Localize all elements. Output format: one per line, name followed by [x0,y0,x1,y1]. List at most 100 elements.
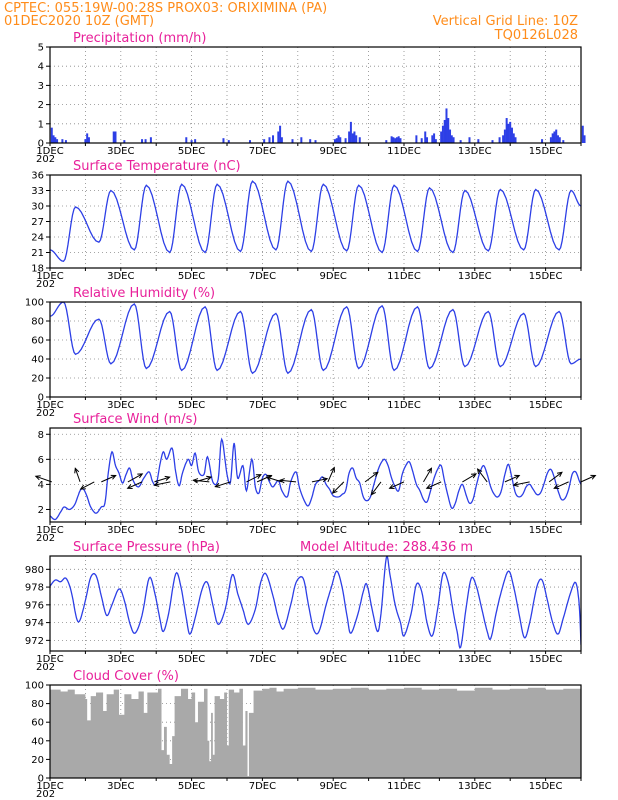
precipitation-panel: Precipitation (mm/h) 0 1 2 3 4 5 1DEC 3DEC 5DEC 7D… [36,31,586,165]
precipitation-bar [309,139,312,143]
humidity-xtick-label: 1DEC [36,400,63,411]
humidity-xtick-label: 3DEC [107,400,134,411]
wind-arrow-head [164,475,171,481]
cloud-cover-frame [49,684,582,779]
wind-arrow-head [470,473,478,479]
temperature-xtick-label: 9DEC [320,271,347,282]
precipitation-bar [56,139,59,143]
wind-arrow [154,476,170,483]
precipitation-bar [277,131,280,143]
cloud-cover-ytick-label: 40 [31,736,44,747]
temperature-xtick-label: 11DEC [387,271,421,282]
wind-arrow-head [214,482,221,488]
precipitation-bar [441,125,444,143]
wind-arrow-head [322,477,329,483]
wind-arrow-head [590,474,597,480]
wind-arrow-head [331,488,338,494]
precipitation-bar [452,137,455,143]
precipitation-xtick-label: 1DEC [36,146,63,157]
wind-arrow-head [79,484,86,490]
precipitation-bar [459,140,462,143]
header-grid-line: Vertical Grid Line: 10Z [433,14,578,29]
wind-arrow-head [110,474,117,480]
precipitation-bar [123,140,126,143]
temperature-ytick-label: 27 [31,217,44,228]
precipitation-bar [249,140,252,143]
precipitation-bar [426,137,429,143]
humidity-xtick-label: 13DEC [458,400,492,411]
wind-ytick-label: 6 [38,455,44,466]
wind-arrow [193,479,210,483]
temperature-title: Surface Temperature (nC) [73,159,241,174]
wind-arrow-head [74,467,80,474]
precipitation-bar [86,133,89,143]
precipitation-bar [114,131,117,143]
humidity-xtick-label: 11DEC [387,400,421,411]
precipitation-bar [581,125,584,143]
wind-arrow [364,471,379,483]
wind-arrow-head [192,478,199,484]
wind-xtick-label: 9DEC [320,525,347,536]
cloud-cover-ytick-label: 0 [38,774,44,785]
pressure-year-stub: 202 [36,662,55,673]
precipitation-bar [433,133,436,143]
precipitation-bar [337,135,340,143]
temperature-xtick-label: 7DEC [249,271,276,282]
pressure-line [50,556,581,649]
wind-arrow-head [553,484,560,489]
precipitation-xtick-label: 15DEC [529,146,563,157]
precipitation-bar [141,139,144,143]
precipitation-bar [339,137,342,143]
wind-arrow [279,479,297,483]
precipitation-ytick-label: 4 [38,62,44,73]
precipitation-bar [333,139,336,143]
precipitation-bar [355,135,358,143]
wind-arrow-head [476,468,483,475]
cloud-cover-xtick-label: 5DEC [178,781,205,792]
precipitation-bar [263,139,266,143]
wind-arrow [504,475,520,483]
wind-xtick-label: 13DEC [458,525,492,536]
precipitation-bar [144,139,147,143]
precipitation-bar [394,138,397,143]
precipitation-xtick-label: 9DEC [320,146,347,157]
precipitation-bar [300,137,303,143]
precipitation-ytick-label: 3 [38,81,44,92]
precipitation-bar [558,137,561,143]
wind-arrow [332,481,345,494]
humidity-xtick-label: 15DEC [529,400,563,411]
precipitation-ytick-label: 1 [38,119,44,130]
pressure-ytick-label: 980 [25,565,44,576]
precipitation-bar [190,140,193,143]
pressure-subtitle: Model Altitude: 288.436 m [300,540,473,555]
precipitation-bar [385,140,388,143]
temperature-xtick-label: 1DEC [36,271,63,282]
pressure-xtick-label: 9DEC [320,654,347,665]
precipitation-bar [272,135,275,143]
wind-arrow-head [556,471,563,477]
precipitation-bar [503,129,506,143]
precipitation-bar [477,139,480,143]
cloud-cover-xtick-label: 7DEC [249,781,276,792]
temperature-xtick-label: 3DEC [107,271,134,282]
wind-arrow-head [388,484,395,489]
cloud-cover-year-stub: 202 [36,789,55,800]
precipitation-bar [227,140,230,143]
precipitation-xtick-label: 11DEC [387,146,421,157]
precipitation-ytick-label: 5 [38,43,44,54]
temperature-frame [49,174,582,269]
precipitation-bar [84,139,87,143]
wind-arrow [462,473,477,483]
wind-xtick-label: 7DEC [249,525,276,536]
wind-ytick-label: 8 [38,430,44,441]
precipitation-bar [52,135,55,143]
precipitation-bar [194,139,197,143]
precipitation-title: Precipitation (mm/h) [73,31,206,46]
precipitation-bar [420,138,423,143]
humidity-ytick-label: 0 [38,393,44,404]
precipitation-bar [424,131,427,143]
precipitation-bar [510,127,513,143]
wind-arrow [35,475,52,483]
precipitation-bar [335,138,338,143]
precipitation-bar [50,127,53,143]
